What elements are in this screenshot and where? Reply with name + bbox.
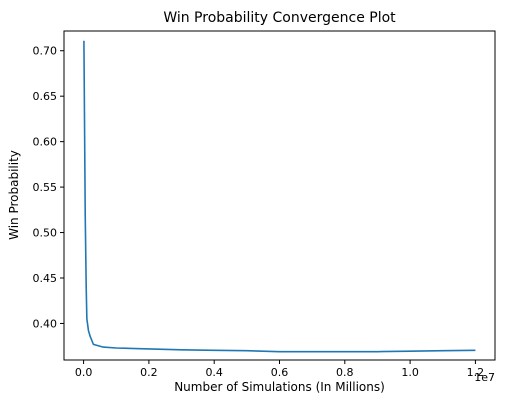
y-axis-label: Win Probability xyxy=(7,150,21,240)
y-tick-label: 0.70 xyxy=(33,45,58,58)
x-tick-label: 0.8 xyxy=(336,366,354,379)
y-tick-label: 0.45 xyxy=(33,272,58,285)
x-tick-label: 0.2 xyxy=(140,366,158,379)
plot-frame xyxy=(63,30,496,361)
x-axis-ticks: 0.0 0.2 0.4 0.6 0.8 1.0 1.2 xyxy=(75,360,484,379)
y-tick-label: 0.65 xyxy=(33,90,58,103)
y-axis-ticks: 0.40 0.45 0.50 0.55 0.60 0.65 0.70 xyxy=(33,45,64,330)
y-tick-label: 0.50 xyxy=(33,227,58,240)
x-tick-label: 1.2 xyxy=(467,366,485,379)
y-tick-label: 0.40 xyxy=(33,317,58,330)
x-tick-label: 0.0 xyxy=(75,366,93,379)
plot-area xyxy=(83,40,476,353)
x-offset-label: 1e7 xyxy=(474,371,495,384)
y-tick-label: 0.55 xyxy=(33,181,58,194)
x-tick-label: 0.4 xyxy=(205,366,223,379)
x-tick-label: 1.0 xyxy=(401,366,419,379)
x-axis-label: Number of Simulations (In Millions) xyxy=(174,380,385,394)
x-tick-label: 0.6 xyxy=(271,366,289,379)
chart-title: Win Probability Convergence Plot xyxy=(163,10,396,26)
series-line xyxy=(83,40,476,353)
y-tick-label: 0.60 xyxy=(33,136,58,149)
